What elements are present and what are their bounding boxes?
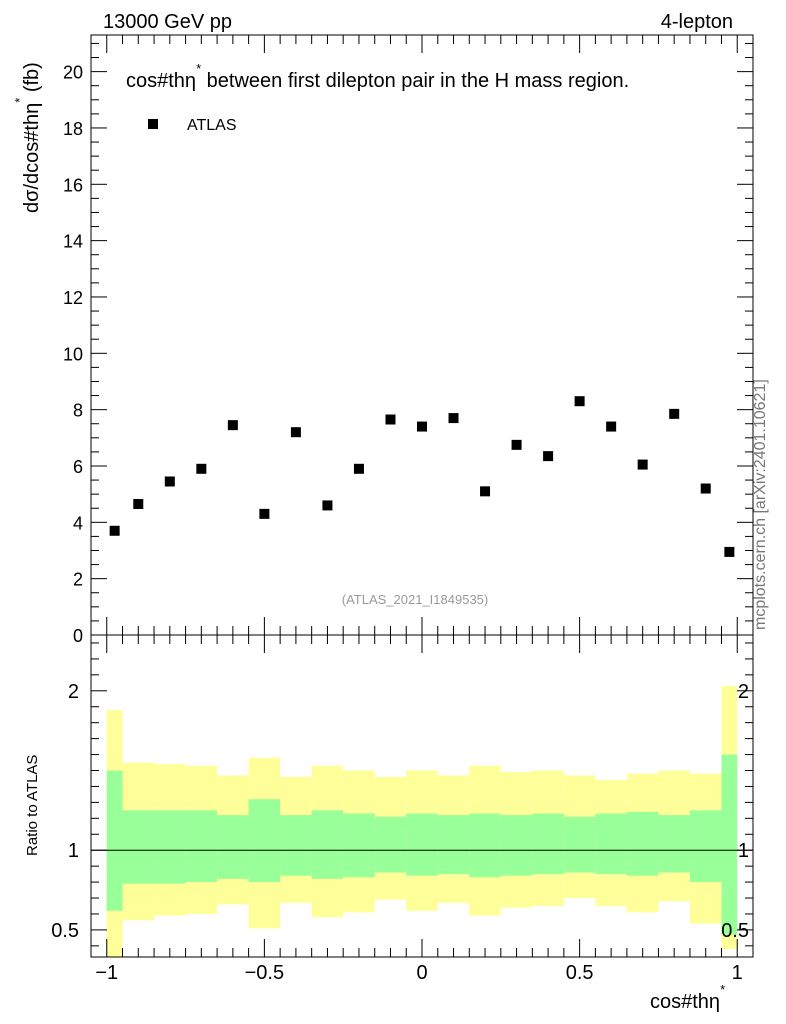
x-tick-label: 0.5 [566, 962, 594, 984]
legend-label-atlas: ATLAS [187, 117, 237, 134]
legend-marker-square [148, 119, 158, 129]
data-point [259, 508, 270, 519]
main-y-tick-label: 10 [63, 344, 83, 364]
data-point [669, 408, 680, 419]
ratio-band-stat-bin [311, 810, 344, 879]
plot-title-main: cos#thη [126, 70, 196, 92]
data-point [724, 546, 735, 557]
ratio-y-axis-label: Ratio to ATLAS [24, 755, 41, 856]
ratio-band-stat-bin [658, 815, 690, 873]
x-axis-label: cos#thη* [650, 982, 725, 1013]
ratio-band-stat-bin [469, 813, 501, 878]
ratio-band-stat-bin [280, 815, 312, 876]
data-point [385, 414, 396, 425]
plot-title-sup: * [196, 61, 201, 76]
plot-title-rest: between first dilepton pair in the H mas… [201, 70, 629, 92]
ratio-y-tick-label: 0.5 [51, 920, 79, 942]
ratio-band-stat-bin [106, 770, 123, 911]
main-y-tick-label: 4 [73, 513, 83, 533]
plot-title: cos#thη* between first dilepton pair in … [126, 61, 629, 92]
data-point [448, 413, 459, 424]
main-y-tick-label: 16 [63, 175, 83, 195]
data-point [322, 500, 333, 511]
data-point [417, 421, 427, 432]
ratio-y-tick-label: 2 [68, 681, 79, 703]
main-y-tick-label: 18 [63, 119, 83, 139]
data-point [511, 439, 522, 450]
x-axis-label-sup: * [720, 982, 725, 997]
ratio-band-stat-bin [154, 810, 186, 884]
data-point [700, 483, 711, 494]
ratio-band-stat-bin [437, 815, 470, 875]
channel-label: 4-lepton [661, 11, 733, 33]
ratio-band-stat-bin [721, 754, 738, 935]
data-point [227, 420, 238, 431]
main-y-axis-label-unit: (fb) [21, 62, 43, 98]
analysis-reference: (ATLAS_2021_I1849535) [342, 592, 488, 607]
ratio-band-stat-bin [343, 813, 375, 878]
data-point [480, 486, 491, 497]
ratio-band-stat-bin [406, 813, 438, 876]
main-y-tick-label: 14 [63, 232, 83, 252]
ratio-band-stat-bin [374, 816, 407, 873]
ratio-band-stat-bin [122, 810, 155, 884]
data-point [133, 499, 144, 510]
ratio-y-tick-label: 1 [68, 840, 79, 862]
main-y-tick-label: 12 [63, 288, 83, 308]
energy-label: 13000 GeV pp [103, 11, 232, 33]
ratio-axis-ticks: 0.5 0.5 1 1 2 2 −1 −0.5 0 0.5 1 [51, 635, 754, 984]
x-tick-label: 1 [732, 962, 743, 984]
x-axis-label-main: cos#thη [650, 991, 720, 1013]
watermark-text: mcplots.cern.ch [arXiv:2401.10621] [752, 379, 769, 630]
x-tick-label: 0 [416, 962, 427, 984]
data-point [606, 421, 617, 432]
data-point [637, 459, 648, 470]
main-axis-ticks: 0 2 4 6 8 10 12 14 16 18 20 [63, 35, 754, 646]
main-y-tick-label: 2 [73, 570, 83, 590]
ratio-band-stat [106, 754, 738, 935]
ratio-band-stat-bin [217, 815, 249, 879]
ratio-band-stat-bin [626, 811, 659, 876]
data-point [353, 463, 364, 474]
ratio-y-tick-label-right: 1 [738, 840, 749, 862]
ratio-band-stat-bin [689, 810, 722, 883]
ratio-band-stat-bin [532, 813, 564, 875]
data-point [164, 476, 175, 487]
ratio-band-stat-bin [248, 799, 281, 883]
main-y-tick-label: 20 [63, 63, 83, 83]
main-y-tick-label: 6 [73, 457, 83, 477]
ratio-band-stat-bin [563, 816, 596, 873]
data-point [290, 427, 301, 438]
ratio-y-tick-label-right: 0.5 [721, 920, 749, 942]
ratio-band-stat-bin [500, 815, 533, 876]
main-y-axis-label: dσ/dcos#thη* (fb) [12, 62, 43, 213]
x-tick-label: −1 [95, 962, 118, 984]
data-point [196, 463, 207, 474]
ratio-band-stat-bin [595, 813, 627, 875]
main-y-axis-label-main: dσ/dcos#thη [21, 103, 43, 213]
main-y-tick-label: 0 [73, 626, 83, 646]
data-point [543, 451, 554, 462]
data-series-atlas [109, 396, 735, 557]
x-tick-label: −0.5 [245, 962, 284, 984]
main-y-axis-label-sup: * [12, 98, 27, 103]
ratio-band-stat-bin [185, 810, 218, 883]
main-y-tick-label: 8 [73, 401, 83, 421]
data-point [109, 525, 120, 536]
ratio-y-tick-label-right: 2 [738, 681, 749, 703]
data-point [574, 396, 585, 407]
